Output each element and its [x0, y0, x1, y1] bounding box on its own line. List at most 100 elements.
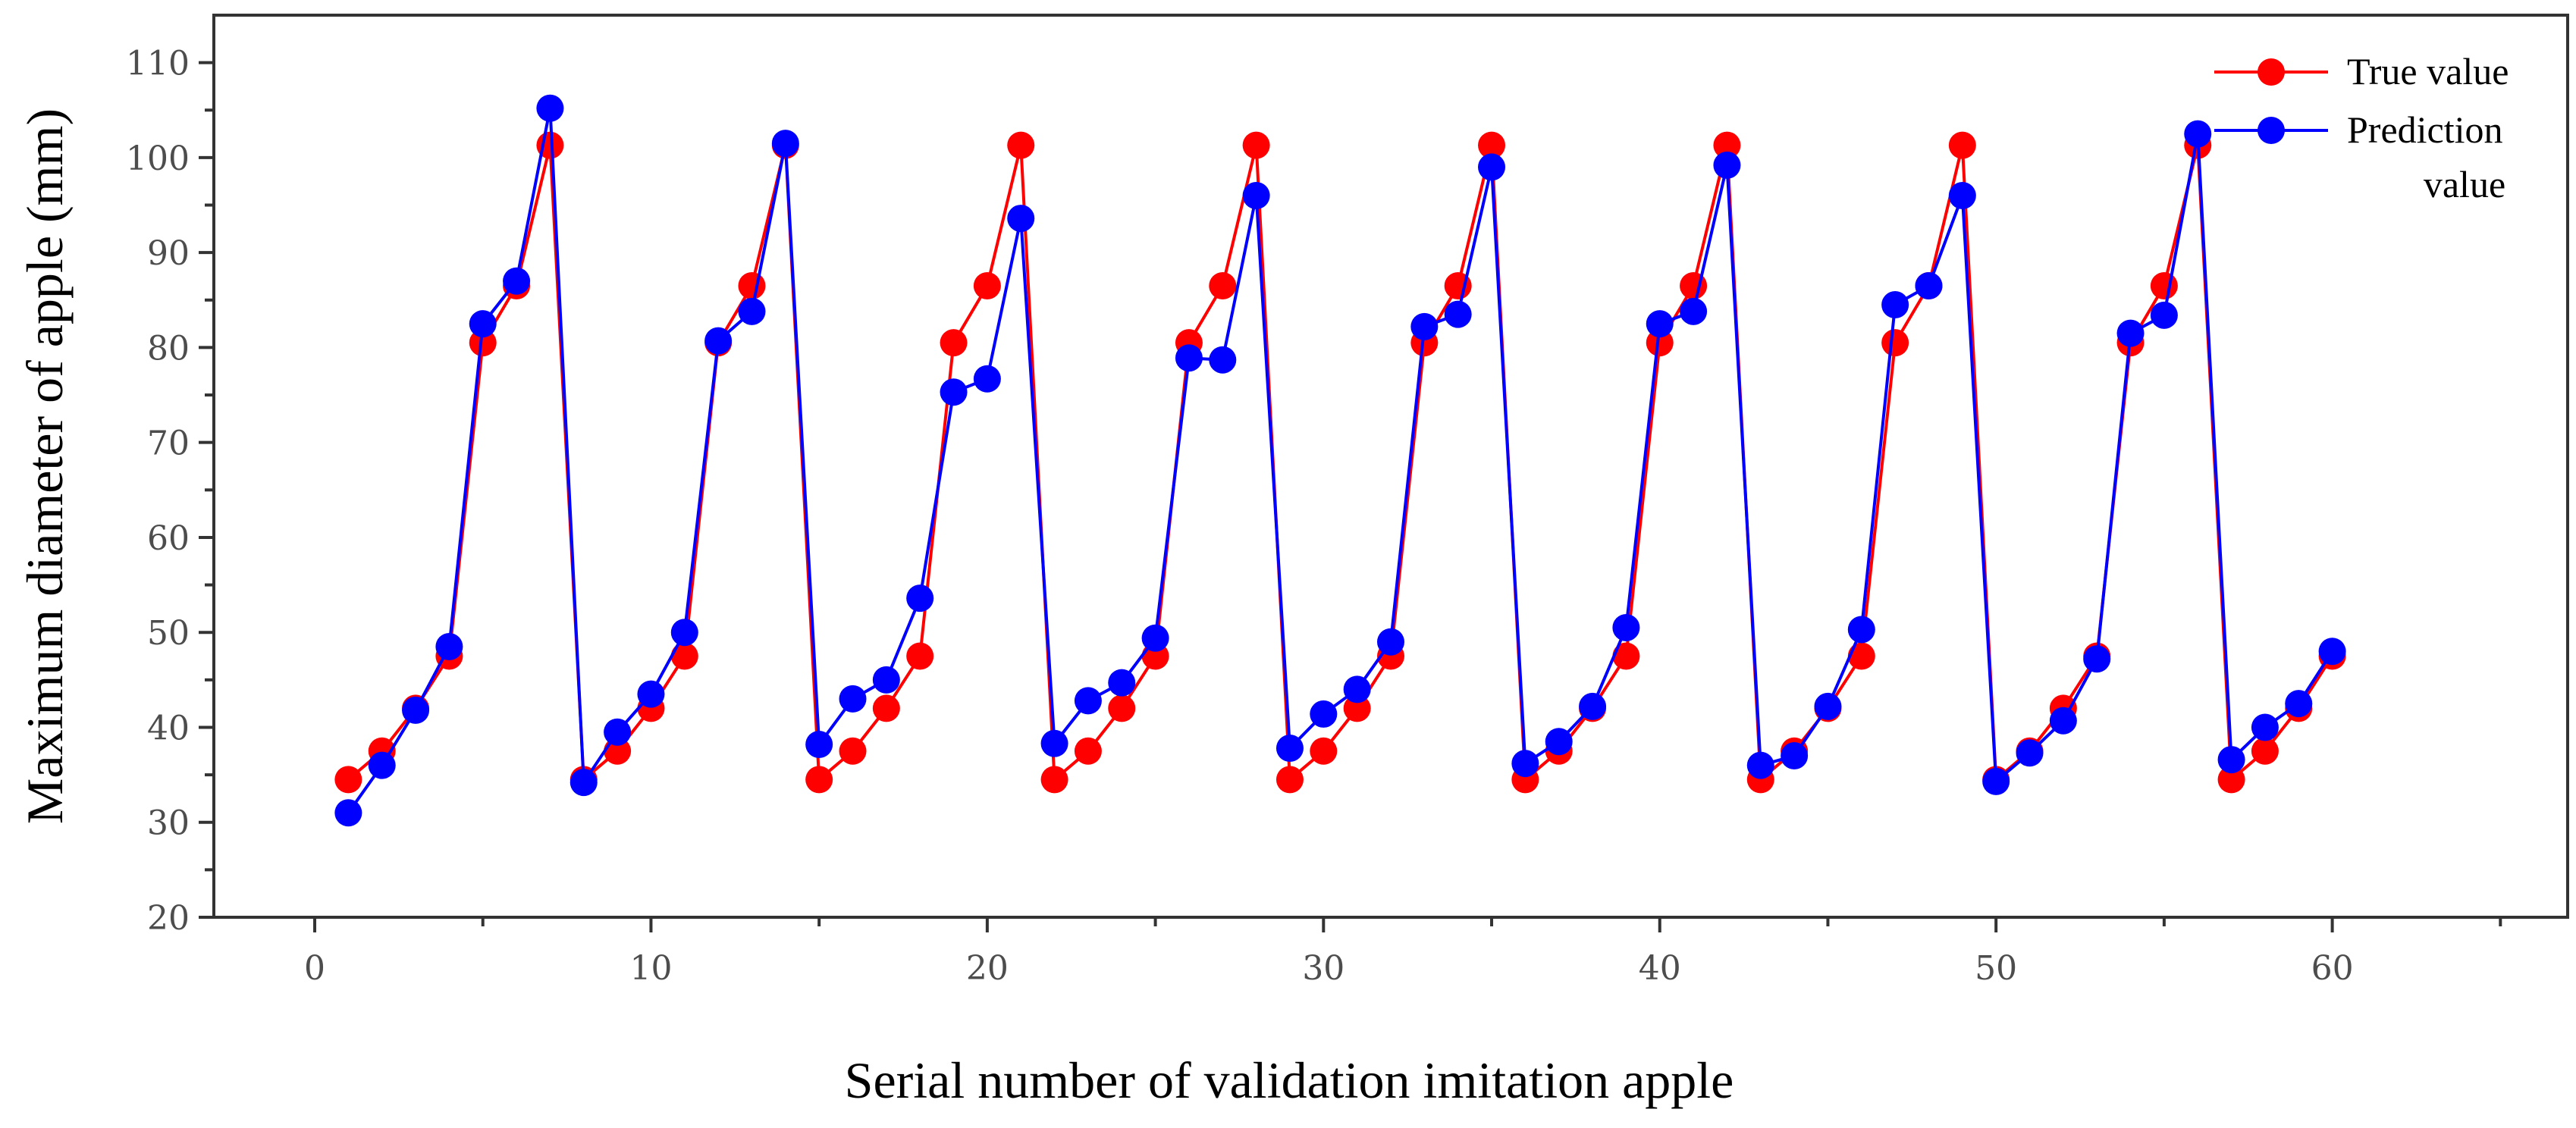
data-point — [1141, 624, 1169, 652]
data-point — [402, 696, 430, 724]
data-point — [1343, 675, 1371, 703]
data-point — [1209, 272, 1237, 299]
y-tick-label: 110 — [126, 45, 190, 83]
y-axis-ticks: 20 30 40 50 60 70 80 90 100 110 — [126, 45, 214, 938]
data-point — [1242, 131, 1270, 159]
data-point — [940, 329, 968, 357]
data-point — [704, 327, 733, 355]
data-point — [805, 766, 833, 794]
y-tick-label: 100 — [126, 139, 190, 178]
data-point — [2217, 766, 2245, 794]
data-point — [1915, 272, 1943, 299]
data-point — [1444, 300, 1472, 328]
data-point — [1007, 131, 1035, 159]
data-point — [805, 731, 833, 759]
data-point — [2184, 120, 2212, 148]
axes-group: 0 10 20 30 40 50 60 20 30 40 50 60 70 80 90 100 110 — [126, 14, 2569, 988]
data-point — [1511, 750, 1539, 778]
data-point — [1781, 742, 1809, 770]
data-point — [1175, 344, 1203, 372]
data-point — [1713, 151, 1741, 179]
x-axis-ticks: 0 10 20 30 40 50 60 — [304, 917, 2502, 988]
data-point — [1310, 700, 1338, 728]
data-point — [839, 737, 867, 765]
data-point — [1242, 182, 1270, 209]
data-point — [536, 94, 564, 122]
data-point — [973, 365, 1001, 393]
data-point — [637, 680, 665, 708]
data-point — [1646, 310, 1674, 338]
data-point — [1040, 766, 1068, 794]
data-point — [1847, 642, 1875, 670]
data-point — [604, 718, 632, 746]
data-point — [2116, 319, 2145, 347]
data-point — [334, 799, 362, 827]
data-point — [2318, 638, 2346, 666]
data-point — [1275, 766, 1304, 794]
y-axis-title: Maximum diameter of apple (mm) — [16, 108, 74, 824]
data-point — [1343, 694, 1371, 722]
series-prediction-value — [334, 94, 2346, 827]
y-tick-label: 40 — [147, 709, 190, 747]
x-tick-label: 60 — [2311, 949, 2354, 988]
data-point — [1814, 692, 1842, 720]
data-point — [1948, 131, 1976, 159]
data-point — [1108, 669, 1136, 697]
x-tick-label: 10 — [629, 949, 672, 988]
data-point — [738, 297, 766, 325]
x-axis-title: Serial number of validation imitation ap… — [845, 1051, 1734, 1109]
data-point — [1881, 329, 1909, 357]
legend-label: Prediction — [2347, 108, 2503, 151]
x-tick-label: 20 — [966, 949, 1009, 988]
data-point — [1478, 153, 1506, 181]
x-tick-label: 0 — [304, 949, 325, 988]
data-point — [1377, 628, 1404, 656]
data-point — [1209, 346, 1237, 374]
series-layer — [334, 94, 2346, 827]
x-tick-label: 50 — [1975, 949, 2017, 988]
data-point — [906, 584, 934, 613]
data-point — [2049, 707, 2077, 735]
y-tick-label: 90 — [147, 234, 190, 273]
data-point — [569, 769, 598, 797]
x-tick-label: 30 — [1302, 949, 1344, 988]
data-point — [1646, 329, 1674, 357]
data-point — [1881, 291, 1909, 319]
legend-swatch-marker — [2258, 117, 2285, 144]
legend-label: value — [2424, 163, 2505, 205]
legend-label: True value — [2347, 50, 2509, 92]
legend: True value Prediction value — [2214, 50, 2509, 205]
data-point — [2251, 713, 2279, 741]
data-point — [503, 267, 531, 295]
data-point — [738, 272, 766, 299]
data-point — [1579, 692, 1607, 720]
data-point — [2150, 272, 2178, 299]
y-tick-label: 60 — [147, 519, 190, 558]
data-point — [1680, 297, 1708, 325]
data-point — [940, 378, 968, 406]
series-true-value — [334, 131, 2346, 794]
data-point — [435, 633, 463, 660]
data-point — [771, 130, 799, 158]
data-point — [2285, 690, 2313, 718]
plot-frame — [212, 14, 2569, 919]
y-tick-label: 80 — [147, 329, 190, 368]
data-point — [1746, 751, 1774, 779]
y-tick-label: 70 — [147, 425, 190, 463]
y-tick-label: 50 — [147, 614, 190, 653]
data-point — [1612, 642, 1640, 670]
data-point — [1545, 728, 1573, 756]
y-tick-label: 30 — [147, 804, 190, 843]
data-point — [839, 685, 867, 713]
data-point — [1040, 729, 1068, 757]
data-point — [2150, 301, 2178, 329]
data-point — [1074, 687, 1102, 715]
data-point — [334, 766, 362, 794]
data-point — [1310, 737, 1338, 765]
data-point — [906, 642, 934, 670]
data-point — [2016, 739, 2044, 767]
data-point — [872, 694, 900, 722]
data-point — [1948, 182, 1976, 209]
data-point — [1108, 694, 1136, 722]
